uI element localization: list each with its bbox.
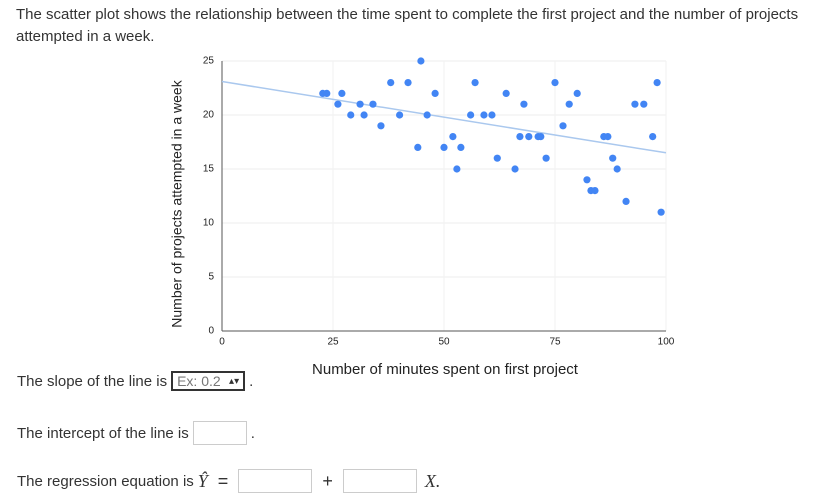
point: [565, 100, 573, 108]
point: [551, 79, 559, 87]
equals: =: [217, 470, 229, 491]
point: [537, 133, 545, 141]
x-tick-label: 0: [219, 337, 225, 348]
point: [471, 79, 479, 87]
y-axis-label: Number of projects attempted in a week: [169, 79, 185, 327]
period: .: [249, 372, 254, 390]
point: [559, 122, 567, 130]
y-tick-label: 5: [208, 272, 214, 283]
point: [396, 111, 404, 119]
point: [414, 143, 422, 151]
point: [516, 133, 524, 141]
point: [423, 111, 431, 119]
intercept-label: The intercept of the line is: [17, 424, 189, 442]
slope-label: The slope of the line is: [17, 372, 168, 390]
x-tick-label: 100: [658, 337, 675, 348]
x-variable: X.: [424, 470, 441, 491]
x-axis-label: Number of minutes spent on first project: [312, 361, 579, 378]
x-tick-label: 25: [327, 337, 339, 348]
point: [649, 133, 657, 141]
point: [356, 100, 364, 108]
point: [631, 100, 639, 108]
regression-label: The regression equation is: [17, 472, 194, 490]
point: [453, 165, 461, 173]
y-tick-label: 0: [208, 326, 214, 337]
plus: +: [322, 470, 333, 491]
point: [377, 122, 385, 130]
point: [404, 79, 412, 87]
point: [360, 111, 368, 119]
point: [493, 154, 501, 162]
point: [387, 79, 395, 87]
point: [502, 89, 510, 97]
point: [369, 100, 377, 108]
x-tick-label: 50: [438, 337, 450, 348]
y-tick-label: 10: [203, 218, 215, 229]
intercept-input[interactable]: [192, 421, 247, 445]
question: The scatter plot shows the relationship …: [16, 6, 799, 45]
slope-placeholder: Ex: 0.2: [177, 373, 221, 389]
point: [457, 143, 465, 151]
y-tick-label: 20: [203, 110, 215, 121]
point: [622, 197, 630, 205]
x-tick-label: 75: [549, 337, 561, 348]
point: [449, 133, 457, 141]
point: [417, 57, 425, 65]
point: [609, 154, 617, 162]
point: [431, 89, 439, 97]
point: [653, 79, 661, 87]
point: [347, 111, 355, 119]
slope-select[interactable]: Ex: 0.2 ▴▾: [171, 371, 246, 391]
point: [488, 111, 496, 119]
point: [573, 89, 581, 97]
select-arrows: ▴▾: [229, 375, 240, 387]
point: [583, 176, 591, 184]
point: [525, 133, 533, 141]
slope-answer-input[interactable]: [342, 469, 417, 493]
point: [604, 133, 612, 141]
point: [440, 143, 448, 151]
period: .: [250, 424, 255, 442]
y-tick-label: 25: [203, 56, 215, 67]
point: [338, 89, 346, 97]
intercept-answer-input[interactable]: [238, 469, 313, 493]
point: [542, 154, 550, 162]
point: [640, 100, 648, 108]
point: [467, 111, 475, 119]
point: [334, 100, 342, 108]
intercept-row: The intercept of the line is .: [17, 421, 255, 445]
y-tick-label: 15: [203, 164, 215, 175]
point: [657, 208, 665, 216]
point: [591, 187, 599, 195]
slope-row: The slope of the line is Ex: 0.2 ▴▾ .: [17, 371, 253, 391]
point: [323, 89, 331, 97]
regression-row: The regression equation is Ŷ = + X.: [17, 469, 440, 493]
trendline: [221, 80, 667, 154]
point: [520, 100, 528, 108]
y-hat: Ŷ: [197, 470, 208, 491]
point: [613, 165, 621, 173]
point: [480, 111, 488, 119]
chart: Number of minutes spent on first project…: [169, 56, 675, 378]
point: [511, 165, 519, 173]
